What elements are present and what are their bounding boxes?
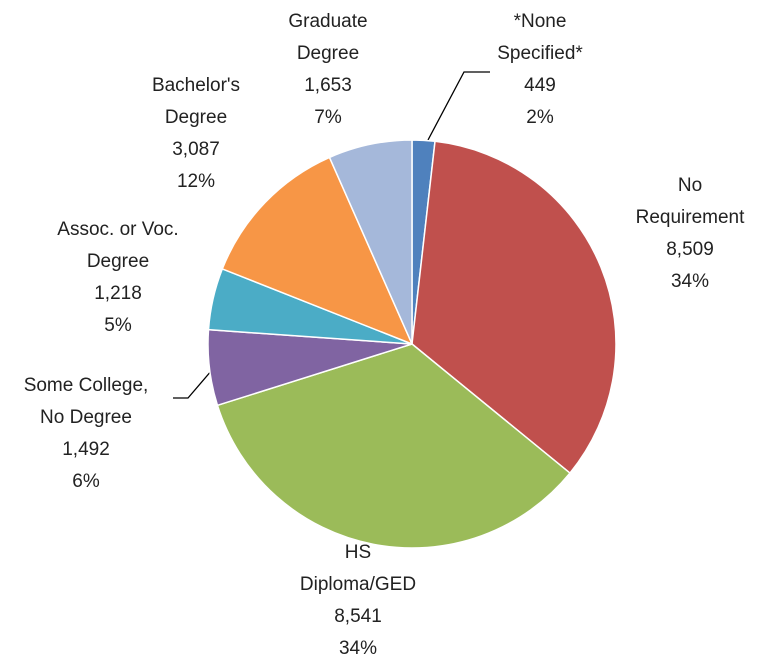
value-label: 1,492 — [62, 439, 110, 460]
category-label-line: *None — [514, 11, 567, 32]
category-label-line: Degree — [87, 251, 149, 272]
percent-label: 34% — [671, 271, 709, 292]
value-label: 449 — [524, 75, 556, 96]
percent-label: 5% — [104, 315, 132, 336]
category-label-line: Assoc. or Voc. — [57, 219, 178, 240]
leader-line — [173, 369, 213, 399]
category-label: *None Specified* — [497, 11, 583, 64]
value-label: 1,653 — [304, 75, 352, 96]
percent-label: 2% — [526, 107, 554, 128]
percent-label: 7% — [314, 107, 342, 128]
category-label-line: No Degree — [40, 407, 132, 428]
pie-slice — [221, 156, 414, 346]
category-label-line: Specified* — [497, 43, 583, 64]
value-label: 3,087 — [172, 139, 220, 160]
value-label: 8,541 — [334, 606, 382, 627]
category-label: Bachelor's Degree — [152, 75, 240, 128]
category-label-line: Degree — [165, 107, 227, 128]
category-label-line: Diploma/GED — [300, 574, 416, 595]
category-label: HS Diploma/GED — [300, 542, 416, 595]
percent-label: 6% — [72, 471, 100, 492]
category-label: Graduate Degree — [288, 11, 367, 64]
category-label-line: No — [678, 175, 702, 196]
pie-slice — [411, 140, 617, 475]
category-label: Assoc. or Voc. Degree — [57, 219, 178, 272]
category-label-line: Degree — [297, 43, 359, 64]
category-label-line: Some College, — [24, 375, 149, 396]
category-label: No Requirement — [636, 175, 745, 228]
category-label-line: HS — [345, 542, 371, 563]
category-label-line: Requirement — [636, 207, 745, 228]
leader-line — [427, 71, 490, 141]
category-label: Some College, No Degree — [24, 375, 149, 428]
value-label: 1,218 — [94, 283, 142, 304]
value-label: 8,509 — [666, 239, 714, 260]
pie-slice — [328, 139, 413, 345]
percent-label: 12% — [177, 171, 215, 192]
category-label-line: Graduate — [288, 11, 367, 32]
pie-slice — [216, 343, 572, 549]
category-label-line: Bachelor's — [152, 75, 240, 96]
percent-label: 34% — [339, 638, 377, 659]
